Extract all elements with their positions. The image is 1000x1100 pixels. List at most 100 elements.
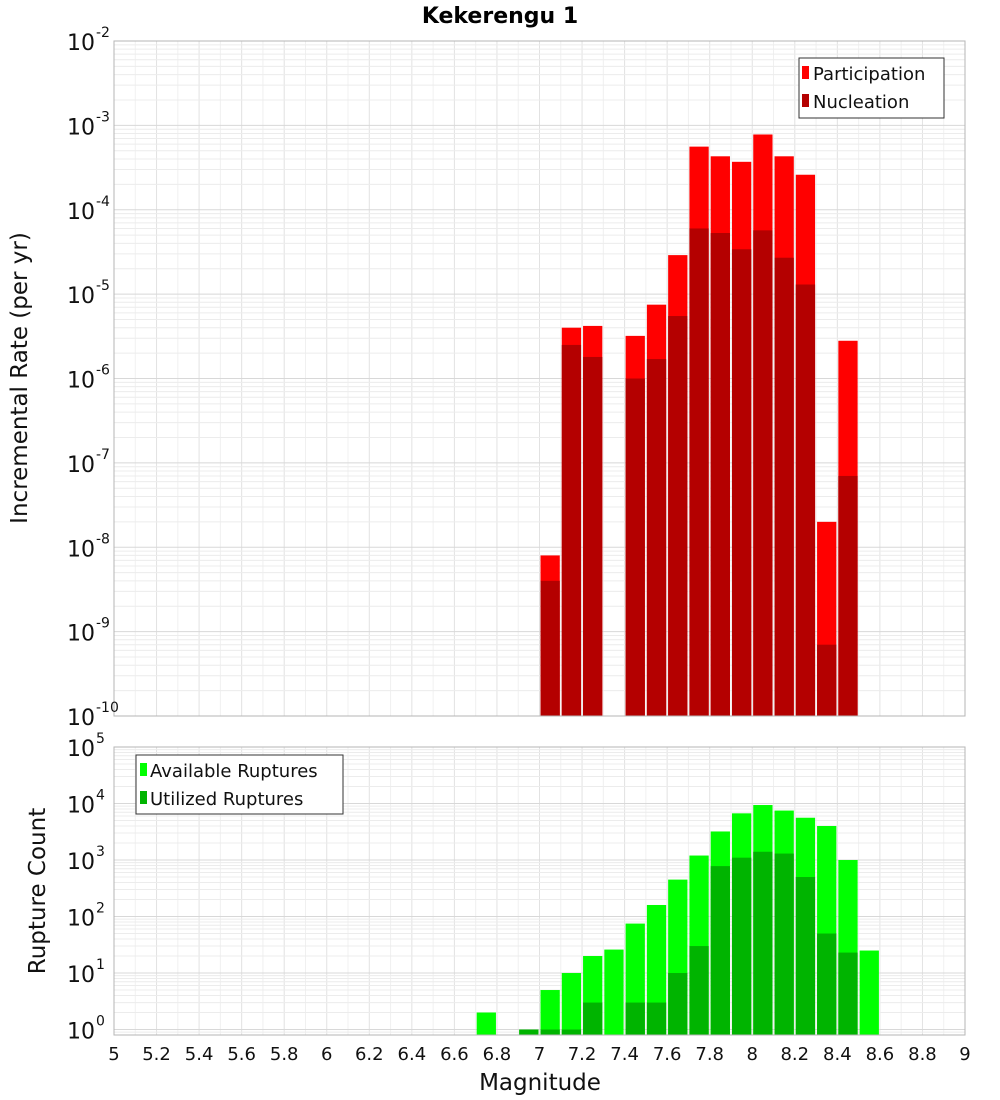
utilized-ruptures-bar bbox=[668, 973, 688, 1035]
utilized-ruptures-bar bbox=[625, 1002, 645, 1035]
x-tick-label: 5.8 bbox=[270, 1044, 299, 1065]
x-tick-label: 8.4 bbox=[823, 1044, 852, 1065]
x-tick-label: 7 bbox=[534, 1044, 545, 1065]
x-tick-label: 6.4 bbox=[398, 1044, 427, 1065]
utilized-ruptures-bar bbox=[753, 851, 773, 1035]
bottom-y-tick-exponent: 3 bbox=[96, 844, 105, 860]
top-legend-box bbox=[798, 57, 945, 119]
utilized-ruptures-bar bbox=[731, 857, 752, 1035]
utilized-ruptures-bar bbox=[795, 877, 816, 1035]
utilized-ruptures-bar bbox=[646, 1002, 667, 1035]
available-ruptures-bar bbox=[859, 950, 879, 1035]
x-tick-label: 5 bbox=[108, 1044, 119, 1065]
nucleation-bar bbox=[753, 230, 773, 716]
bottom-y-tick-base: 10 bbox=[67, 1020, 95, 1045]
utilized-ruptures-bar bbox=[540, 1029, 560, 1035]
bottom-plot-frame bbox=[113, 746, 966, 1036]
available-ruptures-bar bbox=[561, 973, 582, 1035]
bottom-y-tick-exponent: 5 bbox=[96, 731, 105, 747]
chart-title: Kekerengu 1 bbox=[422, 4, 578, 29]
bottom-bars bbox=[476, 805, 879, 1035]
nucleation-bar bbox=[795, 284, 816, 716]
participation-legend-label: Participation bbox=[813, 64, 925, 85]
utilized-ruptures-legend-swatch bbox=[140, 791, 147, 804]
available-ruptures-bar bbox=[540, 990, 560, 1035]
top-legend: Participation Nucleation bbox=[798, 57, 945, 119]
nucleation-bar bbox=[689, 228, 709, 716]
top-y-tick-base: 10 bbox=[67, 453, 95, 478]
top-y-tick-exponent: -7 bbox=[96, 447, 110, 463]
top-y-tick-base: 10 bbox=[67, 537, 95, 562]
top-y-tick-exponent: -5 bbox=[96, 278, 110, 294]
x-tick-label: 6.6 bbox=[440, 1044, 469, 1065]
bottom-legend-box bbox=[135, 754, 344, 815]
top-y-tick-base: 10 bbox=[67, 284, 95, 309]
x-tick-label: 6.2 bbox=[355, 1044, 384, 1065]
nucleation-bar bbox=[625, 378, 645, 716]
x-tick-label: 7.4 bbox=[610, 1044, 639, 1065]
nucleation-bar bbox=[646, 359, 667, 716]
bottom-legend: Available Ruptures Utilized Ruptures bbox=[135, 754, 344, 815]
x-tick-label: 8.8 bbox=[908, 1044, 937, 1065]
nucleation-bar bbox=[731, 249, 752, 716]
bottom-y-tick-base: 10 bbox=[67, 850, 95, 875]
x-tick-label: 9 bbox=[959, 1044, 970, 1065]
top-plot-frame bbox=[113, 40, 966, 717]
nucleation-bar bbox=[817, 644, 837, 716]
utilized-ruptures-bar bbox=[817, 933, 837, 1035]
available-ruptures-legend-swatch bbox=[140, 763, 147, 776]
top-y-axis-label: Incremental Rate (per yr) bbox=[7, 232, 33, 524]
x-tick-label: 6 bbox=[321, 1044, 332, 1065]
top-y-tick-base: 10 bbox=[67, 706, 95, 731]
top-y-tick-base: 10 bbox=[67, 31, 95, 56]
participation-legend-swatch bbox=[802, 66, 809, 79]
top-y-tick-exponent: -3 bbox=[96, 109, 110, 125]
bottom-y-tick-exponent: 1 bbox=[96, 957, 105, 973]
nucleation-bar bbox=[561, 344, 582, 716]
top-y-tick-exponent: -10 bbox=[96, 700, 119, 716]
top-y-tick-exponent: -8 bbox=[96, 531, 110, 547]
x-tick-label: 8 bbox=[747, 1044, 758, 1065]
top-y-tick-base: 10 bbox=[67, 622, 95, 647]
utilized-ruptures-bar bbox=[774, 853, 794, 1035]
x-tick-label: 5.2 bbox=[142, 1044, 171, 1065]
bottom-gridlines bbox=[113, 747, 966, 1036]
nucleation-legend-label: Nucleation bbox=[813, 92, 909, 113]
available-ruptures-legend-label: Available Ruptures bbox=[150, 761, 318, 782]
top-y-tick-exponent: -2 bbox=[96, 25, 110, 41]
x-tick-label: 8.6 bbox=[866, 1044, 895, 1065]
bottom-y-axis-label: Rupture Count bbox=[25, 808, 51, 974]
bottom-y-tick-exponent: 4 bbox=[96, 788, 105, 804]
utilized-ruptures-bar bbox=[689, 946, 709, 1035]
nucleation-bar bbox=[540, 580, 560, 716]
utilized-ruptures-bar bbox=[583, 1002, 603, 1035]
available-ruptures-bar bbox=[604, 949, 624, 1035]
top-y-tick-exponent: -4 bbox=[96, 194, 110, 210]
x-tick-label: 5.4 bbox=[185, 1044, 214, 1065]
utilized-ruptures-bar bbox=[838, 952, 858, 1035]
bottom-y-tick-base: 10 bbox=[67, 907, 95, 932]
utilized-ruptures-legend-label: Utilized Ruptures bbox=[150, 789, 303, 810]
x-axis-label: Magnitude bbox=[479, 1070, 601, 1096]
bottom-y-tick-base: 10 bbox=[67, 794, 95, 819]
bottom-y-tick-base: 10 bbox=[67, 963, 95, 988]
utilized-ruptures-bar bbox=[710, 866, 730, 1035]
bottom-y-tick-base: 10 bbox=[67, 737, 95, 762]
x-tick-label: 7.8 bbox=[695, 1044, 724, 1065]
nucleation-bar bbox=[838, 475, 858, 716]
top-y-tick-base: 10 bbox=[67, 369, 95, 394]
top-bars bbox=[540, 134, 858, 717]
utilized-ruptures-bar bbox=[561, 1029, 582, 1035]
x-tick-label: 6.8 bbox=[483, 1044, 512, 1065]
nucleation-bar bbox=[583, 356, 603, 716]
top-y-tick-exponent: -9 bbox=[96, 616, 110, 632]
bottom-y-tick-exponent: 0 bbox=[96, 1014, 105, 1030]
nucleation-bar bbox=[774, 257, 794, 716]
x-tick-labels: 5 5.2 5.4 5.6 5.8 6 6.2 6.4 6.6 6.8 7 7.2 7.4 7.6 7.8 8… bbox=[108, 1044, 970, 1065]
top-y-tick-exponent: -6 bbox=[96, 363, 110, 379]
